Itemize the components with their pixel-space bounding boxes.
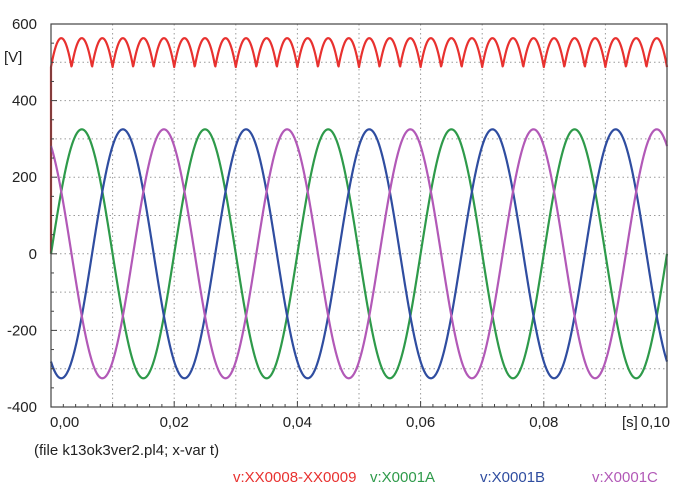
series-line-2 (49, 128, 669, 380)
x-tick-label: 0,04 (283, 414, 312, 431)
grid-lines (51, 24, 667, 407)
x-unit-label: [s] (622, 414, 638, 431)
series-line-4 (49, 128, 669, 380)
axis-ticks (50, 23, 668, 408)
y-unit-label: [V] (4, 49, 22, 66)
y-tick-label: -400 (7, 399, 37, 416)
legend-entry-4: v:X0001C (592, 469, 658, 486)
x-tick-label: 0,06 (406, 414, 435, 431)
series-line-3 (49, 128, 669, 380)
legend-entry-2: v:X0001A (370, 469, 435, 486)
y-tick-label: -200 (7, 322, 37, 339)
series-line-1 (49, 37, 669, 254)
y-tick-label: 400 (12, 93, 37, 110)
y-tick-label: 0 (29, 246, 37, 263)
y-tick-label: 200 (12, 169, 37, 186)
y-tick-label: 600 (12, 16, 37, 33)
legend-entry-1: v:XX0008-XX0009 (233, 469, 356, 486)
legend-entry-3: v:X0001B (480, 469, 545, 486)
x-tick-label: 0,00 (50, 414, 79, 431)
plot-frame (50, 23, 668, 408)
file-note: (file k13ok3ver2.pl4; x-var t) (34, 442, 219, 459)
legend: v:XX0008-XX0009 v:X0001A v:X0001B v:X0001C (233, 469, 658, 486)
x-tick-label: 0,08 (529, 414, 558, 431)
series-lines (49, 37, 669, 380)
x-tick-label: 0,02 (160, 414, 189, 431)
axis-labels: 0,00 0,02 0,04 0,06 0,08 0,10 600 400 200 0 -200 -4… (7, 16, 670, 431)
x-tick-label: 0,10 (641, 414, 670, 431)
